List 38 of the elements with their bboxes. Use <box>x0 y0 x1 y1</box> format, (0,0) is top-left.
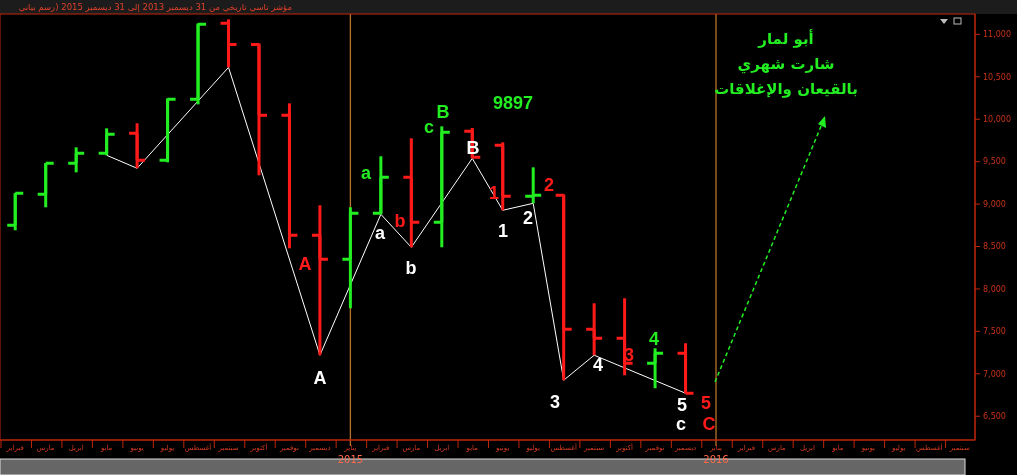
y-tick-label: 7,000 <box>983 369 1006 379</box>
annotation: b <box>394 211 406 232</box>
candlestick <box>586 303 603 357</box>
y-tick-label: 9,000 <box>983 199 1006 209</box>
annotation: c <box>675 414 687 435</box>
y-tick-label: 8,000 <box>983 284 1006 294</box>
annotation: 4 <box>592 355 604 376</box>
y-tick-label: 7,500 <box>983 327 1006 337</box>
y-tick-label: 6,500 <box>983 412 1006 422</box>
annotation: a <box>374 223 386 244</box>
annotation: أبو لمار <box>757 29 814 48</box>
annotation: 1 <box>497 221 509 242</box>
candlestick <box>68 147 85 173</box>
y-tick-label: 10,500 <box>983 72 1011 82</box>
candlestick <box>525 167 542 204</box>
annotation: شارت شهري <box>737 55 835 74</box>
annotation: 3 <box>549 392 561 413</box>
annotation: a <box>360 163 372 184</box>
y-tick-label: 9,500 <box>983 157 1006 167</box>
annotation: C <box>702 414 716 435</box>
annotation: 9897 <box>492 93 534 114</box>
y-tick-label: 10,000 <box>983 115 1011 125</box>
annotation: A <box>298 254 312 275</box>
y-tick-label: 8,500 <box>983 242 1006 252</box>
annotation: 2 <box>543 175 555 196</box>
annotation: 2 <box>522 208 534 229</box>
annotation: A <box>313 368 327 389</box>
annotation: B <box>436 102 450 123</box>
annotation: 5 <box>676 395 688 416</box>
candlestick <box>647 348 664 390</box>
annotation: بالقيعان والإغلاقات <box>714 80 858 98</box>
y-tick-label: 11,000 <box>983 30 1011 40</box>
annotation: c <box>423 117 435 138</box>
annotation: 4 <box>648 329 660 350</box>
annotation: 5 <box>700 393 712 414</box>
candlestick <box>98 128 115 156</box>
chart-title: مؤشر تاسي تاريخي من 31 ديسمبر 2013 إلى 31 ديسمبر 2015 (رسم بياني <box>18 2 292 13</box>
annotation: b <box>405 258 417 279</box>
